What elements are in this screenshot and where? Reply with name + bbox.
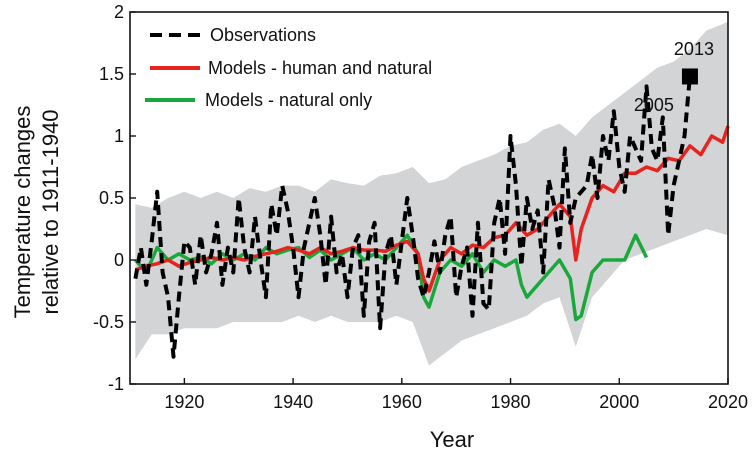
annotation-2005: 2005 — [634, 95, 674, 115]
spread-band-area — [135, 21, 728, 366]
y-tick-label: 1.5 — [99, 64, 124, 84]
legend-label-models-human-and-natural: Models - human and natural — [208, 58, 432, 78]
x-tick-label: 1940 — [273, 392, 313, 412]
x-tick-label: 1980 — [491, 392, 531, 412]
legend-label-observations: Observations — [210, 25, 316, 45]
annotation-2013: 2013 — [674, 39, 714, 59]
x-tick-label: 1920 — [164, 392, 204, 412]
x-axis-title: Year — [430, 427, 474, 452]
y-axis-title-line2: relative to 1911-1940 — [38, 109, 63, 314]
y-tick-label: -1 — [108, 374, 124, 394]
annotations: 2013 2005 — [634, 39, 714, 115]
y-ticks: -1 -0.5 0 0.5 1 1.5 2 — [93, 2, 136, 394]
y-tick-label: 1 — [114, 126, 124, 146]
x-ticks: 1920 1940 1960 1980 2000 2020 — [164, 378, 748, 412]
x-tick-label: 2020 — [708, 392, 748, 412]
series-lines — [133, 76, 730, 359]
y-tick-label: 0.5 — [99, 188, 124, 208]
y-axis-title-line1: Temperature changes — [10, 106, 35, 319]
marker-2013 — [681, 68, 698, 85]
legend: Observations Models - human and natural Mo… — [145, 25, 432, 110]
legend-label-models-natural-only: Models - natural only — [205, 90, 372, 110]
y-tick-label: 0 — [114, 250, 124, 270]
series-line-models-human-and-natural — [134, 125, 730, 293]
model-spread-band — [135, 21, 728, 366]
x-tick-label: 2000 — [599, 392, 639, 412]
y-tick-label: 2 — [114, 2, 124, 22]
x-tick-label: 1960 — [382, 392, 422, 412]
y-tick-label: -0.5 — [93, 312, 124, 332]
series-line-observations — [133, 76, 692, 359]
